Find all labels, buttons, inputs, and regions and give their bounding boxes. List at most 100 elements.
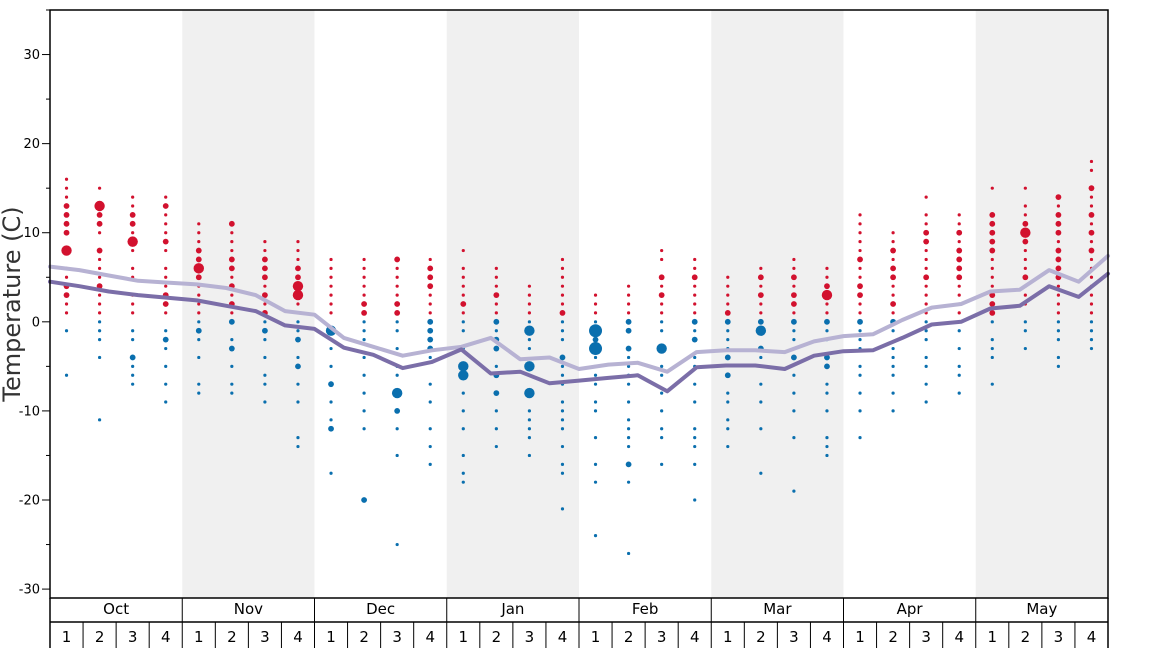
warm-dot: [197, 293, 201, 297]
warm-dot: [791, 301, 797, 307]
warm-dot: [263, 248, 267, 253]
warm-dot: [296, 240, 300, 244]
cold-dot: [461, 391, 465, 395]
cold-dot: [593, 436, 598, 440]
cold-dot: [593, 373, 598, 377]
y-tick-label: -10: [19, 404, 40, 419]
warm-dot: [164, 311, 168, 315]
cold-dot: [296, 436, 300, 440]
month-label: May: [1026, 600, 1057, 618]
warm-dot: [427, 283, 434, 290]
cold-dot: [858, 436, 862, 440]
warm-dot: [559, 310, 566, 316]
warm-dot: [193, 263, 204, 274]
warm-dot: [228, 265, 235, 272]
week-label: 1: [723, 628, 733, 646]
month-label: Mar: [763, 600, 792, 618]
warm-dot: [230, 240, 234, 244]
cold-dot: [296, 320, 300, 324]
warm-dot: [63, 212, 70, 218]
cold-dot: [924, 338, 928, 342]
cold-dot: [129, 354, 136, 361]
cold-dot: [295, 336, 301, 343]
warm-dot: [924, 302, 928, 306]
cold-dot: [693, 462, 697, 466]
cold-dot: [858, 329, 862, 333]
cold-dot: [391, 387, 403, 399]
warm-dot: [1089, 168, 1094, 172]
warm-dot: [990, 275, 994, 279]
warm-dot: [660, 302, 664, 306]
cold-dot: [97, 418, 102, 422]
cold-dot: [329, 400, 333, 404]
cold-dot: [589, 324, 603, 338]
cold-dot: [626, 418, 631, 422]
warm-dot: [494, 311, 498, 315]
cold-dot: [726, 444, 730, 449]
month-label: Nov: [234, 600, 263, 618]
cold-dot: [691, 318, 698, 325]
cold-dot: [560, 507, 565, 511]
cold-dot: [296, 329, 300, 333]
warm-dot: [890, 301, 896, 307]
week-label: 1: [591, 628, 601, 646]
warm-dot: [63, 229, 70, 236]
y-tick-label: 30: [23, 48, 40, 63]
cold-dot: [726, 391, 730, 395]
warm-dot: [791, 292, 797, 298]
warm-dot: [693, 257, 697, 262]
warm-dot: [560, 293, 565, 297]
cold-dot: [660, 427, 664, 431]
cold-dot: [461, 320, 465, 324]
warm-dot: [164, 275, 168, 279]
week-label: 1: [988, 628, 998, 646]
cold-dot: [891, 329, 895, 333]
cold-dot: [524, 325, 535, 336]
cold-dot: [64, 373, 69, 377]
warm-dot: [1055, 220, 1062, 227]
cold-dot: [197, 391, 201, 395]
cold-dot: [759, 400, 763, 404]
month-bands: [182, 10, 1108, 598]
cold-dot: [560, 462, 565, 466]
warm-dot: [1089, 159, 1094, 164]
cold-dot: [1089, 329, 1094, 333]
week-label: 1: [459, 628, 469, 646]
warm-dot: [1020, 227, 1031, 238]
cold-dot: [328, 381, 334, 388]
warm-dot: [362, 275, 366, 279]
week-label: 4: [1087, 628, 1097, 646]
warm-dot: [262, 265, 268, 272]
week-label: 2: [359, 628, 369, 646]
week-label: 3: [128, 628, 138, 646]
temperature-dots: [61, 159, 1095, 556]
week-label: 2: [624, 628, 634, 646]
warm-dot: [957, 311, 961, 315]
warm-dot: [560, 275, 565, 279]
warm-dot: [858, 248, 862, 253]
cold-dot: [1056, 320, 1061, 324]
warm-dot: [63, 203, 70, 209]
cold-dot: [263, 400, 267, 404]
cold-dot: [329, 471, 333, 475]
cold-dot: [230, 364, 234, 368]
cold-dot: [891, 355, 895, 360]
cold-dot: [792, 391, 796, 395]
warm-dot: [1023, 213, 1027, 217]
warm-dot: [97, 275, 102, 279]
warm-dot: [1023, 248, 1027, 253]
week-label: 4: [690, 628, 700, 646]
warm-dot: [64, 186, 69, 190]
warm-dot: [1088, 229, 1095, 236]
warm-dot: [362, 266, 366, 270]
cold-dot: [64, 329, 69, 333]
cold-dot: [461, 480, 465, 484]
warm-dot: [162, 301, 169, 307]
cold-dot: [957, 346, 961, 351]
cold-dot: [593, 355, 598, 360]
warm-dot: [329, 275, 333, 279]
cold-dot: [726, 418, 730, 422]
cold-dot: [329, 418, 333, 422]
warm-dot: [228, 256, 235, 263]
cold-dot: [428, 427, 432, 431]
